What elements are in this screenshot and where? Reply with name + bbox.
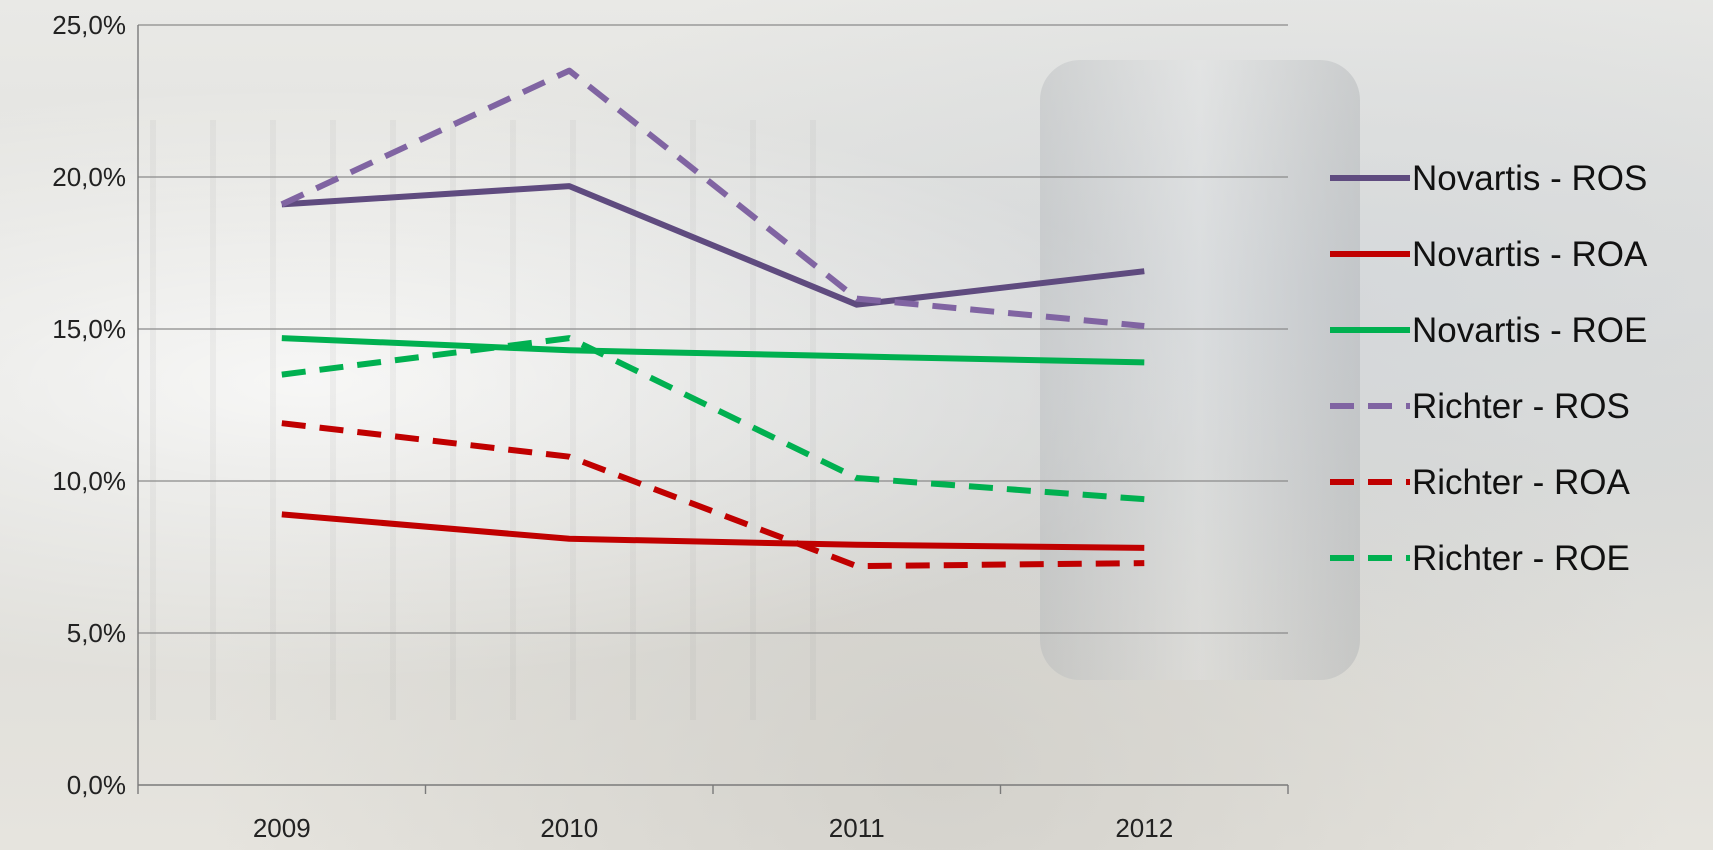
y-tick-label: 5,0% (67, 618, 126, 648)
axes (137, 25, 1289, 794)
x-tick-label: 2012 (1115, 813, 1173, 843)
legend-label: Richter - ROS (1412, 387, 1630, 426)
legend-label: Novartis - ROS (1412, 159, 1647, 198)
series-line-novartis-roe (281, 335, 1145, 366)
legend-label: Novartis - ROE (1412, 311, 1647, 350)
y-tick-label: 15,0% (52, 314, 126, 344)
legend-label: Novartis - ROA (1412, 235, 1648, 274)
gridlines (138, 24, 1288, 634)
series-line-richter-ros (280, 67, 1145, 329)
x-tick-label: 2011 (829, 813, 885, 843)
y-tick-label: 20,0% (52, 162, 126, 192)
y-axis-tick-labels: 0,0% 5,0% 10,0% 15,0% 20,0% 25,0% (52, 10, 126, 800)
series-lines (280, 67, 1145, 570)
series-line-richter-roa (281, 420, 1145, 570)
series-line-novartis-ros (281, 183, 1145, 308)
x-axis-tick-labels: 2009 2010 2011 2012 (253, 813, 1173, 843)
legend-label: Richter - ROA (1412, 463, 1630, 502)
series-line-novartis-roa (281, 511, 1145, 551)
y-tick-label: 10,0% (52, 466, 126, 496)
y-tick-label: 25,0% (52, 10, 126, 40)
x-tick-label: 2009 (253, 813, 311, 843)
legend-label: Richter - ROE (1412, 539, 1630, 578)
legend: Novartis - ROS Novartis - ROA Novartis - R… (1330, 159, 1648, 578)
x-tick-label: 2010 (540, 813, 598, 843)
y-tick-label: 0,0% (67, 770, 126, 800)
